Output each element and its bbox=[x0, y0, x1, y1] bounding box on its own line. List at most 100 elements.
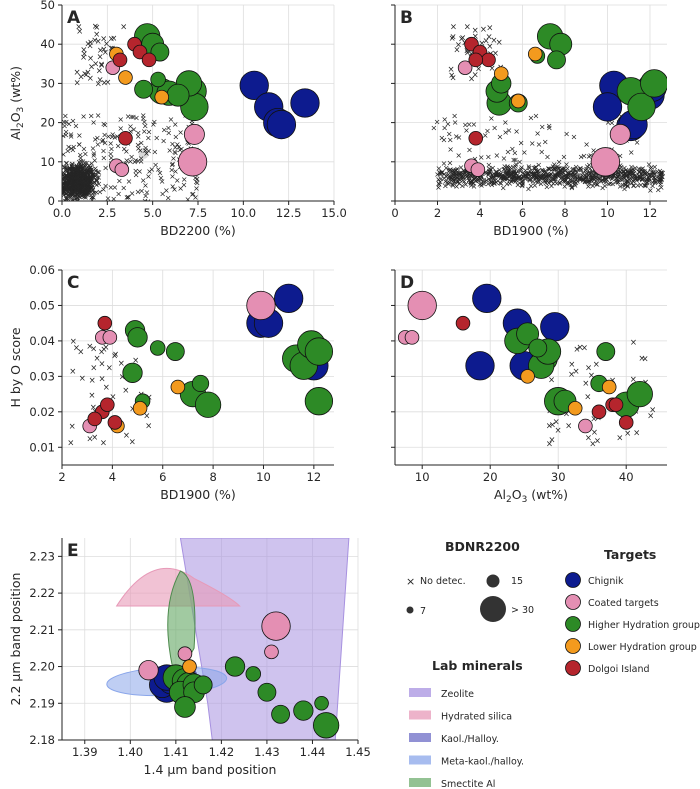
legend-label-zeolite: Zeolite bbox=[441, 689, 474, 700]
background-point: × bbox=[76, 131, 83, 140]
background-point: × bbox=[516, 178, 523, 187]
background-point: × bbox=[71, 185, 78, 194]
background-point: × bbox=[656, 175, 663, 184]
background-point: × bbox=[568, 183, 575, 192]
series-chignik bbox=[239, 70, 320, 140]
plot-area-a: ××× ×××××××× ×××××××××××××××××××××××××××××… bbox=[61, 22, 320, 205]
background-point: × bbox=[511, 172, 518, 181]
background-point: × bbox=[556, 170, 563, 179]
background-point: × bbox=[552, 172, 559, 181]
background-point: × bbox=[71, 181, 78, 190]
background-point: × bbox=[62, 173, 69, 182]
background-point: × bbox=[74, 190, 81, 199]
background-point: × bbox=[574, 168, 581, 177]
background-point: × bbox=[75, 164, 82, 173]
background-point: × bbox=[586, 167, 593, 176]
no-detection-point: × bbox=[80, 46, 87, 56]
background-point: × bbox=[621, 173, 628, 182]
background-point: × bbox=[589, 167, 596, 176]
background-point: × bbox=[62, 173, 69, 182]
background-point: × bbox=[537, 173, 544, 182]
background-point: × bbox=[76, 183, 83, 192]
background-point: × bbox=[84, 188, 91, 197]
data-point bbox=[112, 52, 128, 68]
background-point: × bbox=[70, 170, 77, 179]
background-point: × bbox=[543, 171, 550, 180]
background-point: × bbox=[644, 168, 651, 177]
no-detection-point: × bbox=[96, 53, 103, 63]
background-point: × bbox=[168, 115, 175, 124]
background-point: × bbox=[75, 175, 82, 184]
background-point: × bbox=[62, 196, 69, 205]
background-point: × bbox=[69, 186, 76, 195]
background-cloud: ××××××××××××××××××××××××××××××××××××××××… bbox=[430, 111, 666, 195]
background-point: × bbox=[513, 169, 520, 178]
background-point: × bbox=[189, 190, 196, 199]
background-point: × bbox=[550, 179, 557, 188]
background-point: × bbox=[578, 166, 585, 175]
background-point: × bbox=[478, 172, 485, 181]
background-point: × bbox=[80, 179, 87, 188]
no-detection-point: × bbox=[103, 40, 110, 50]
background-point: × bbox=[66, 180, 73, 189]
background-point: × bbox=[74, 183, 81, 192]
background-point: × bbox=[583, 174, 590, 183]
background-point: × bbox=[459, 176, 466, 185]
background-point: × bbox=[450, 175, 457, 184]
background-point: × bbox=[573, 175, 580, 184]
background-point: × bbox=[78, 174, 85, 183]
background-point: × bbox=[74, 177, 81, 186]
background-point: × bbox=[68, 177, 75, 186]
background-point: × bbox=[577, 175, 584, 184]
background-point: × bbox=[66, 119, 73, 128]
background-point: × bbox=[87, 185, 94, 194]
background-point: × bbox=[64, 178, 71, 187]
background-point: × bbox=[522, 171, 529, 180]
background-point: × bbox=[73, 173, 80, 182]
background-point: × bbox=[512, 156, 519, 165]
background-point: × bbox=[71, 181, 78, 190]
background-point: × bbox=[61, 181, 68, 190]
background-point: × bbox=[554, 162, 561, 171]
data-point bbox=[591, 404, 607, 420]
background-point: × bbox=[75, 173, 82, 182]
background-point: × bbox=[75, 170, 82, 179]
background-point bbox=[138, 148, 149, 159]
data-point bbox=[472, 283, 502, 314]
no-detection-point: × bbox=[463, 47, 470, 57]
background-point: × bbox=[450, 181, 457, 190]
background-point: × bbox=[616, 166, 623, 175]
background-point: × bbox=[592, 169, 599, 178]
background-point: × bbox=[497, 179, 504, 188]
x-tick-label: 8 bbox=[209, 470, 216, 484]
background-point: × bbox=[575, 165, 582, 174]
background-point: × bbox=[461, 168, 468, 177]
background-point: × bbox=[135, 144, 142, 153]
background-point: × bbox=[454, 177, 461, 186]
background-point: × bbox=[486, 176, 493, 185]
background-point: × bbox=[614, 168, 621, 177]
background-point: × bbox=[68, 175, 75, 184]
background-point: × bbox=[628, 166, 635, 175]
data-point bbox=[134, 79, 154, 99]
background-point: × bbox=[63, 159, 70, 168]
background-point: × bbox=[63, 172, 70, 181]
background-point: × bbox=[580, 176, 587, 185]
background-point: × bbox=[66, 188, 73, 197]
background-point: × bbox=[78, 192, 85, 201]
background-point: × bbox=[78, 181, 85, 190]
background-point: × bbox=[72, 185, 79, 194]
background-point: × bbox=[531, 171, 538, 180]
background-point: × bbox=[70, 185, 77, 194]
background-point: × bbox=[522, 166, 529, 175]
background-point: × bbox=[125, 193, 132, 202]
background-point: × bbox=[86, 175, 93, 184]
x-tick-label: 0 bbox=[391, 206, 398, 220]
background-point: × bbox=[441, 159, 448, 168]
background-point: × bbox=[536, 172, 543, 181]
background-point: × bbox=[624, 167, 631, 176]
background-point: × bbox=[79, 173, 86, 182]
data-point bbox=[194, 391, 222, 418]
data-point bbox=[601, 379, 617, 395]
